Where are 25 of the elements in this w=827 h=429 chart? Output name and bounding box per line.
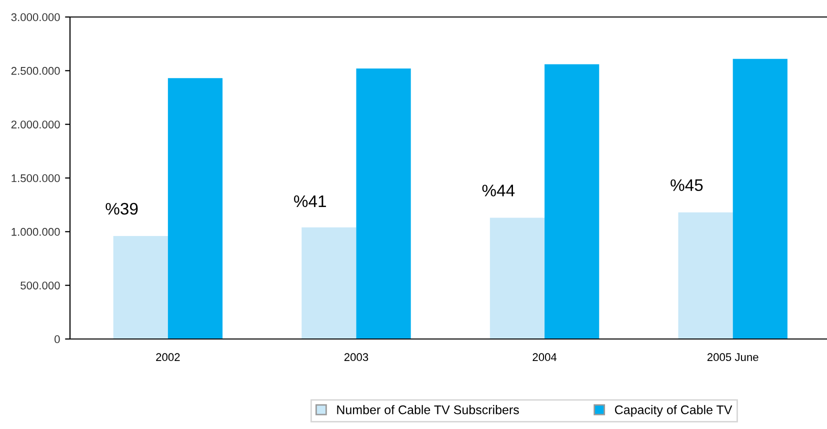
annotation: %44 bbox=[482, 184, 515, 196]
y-tick-label: 1.500.000 bbox=[12, 174, 60, 182]
y-tick-label: 2.000.000 bbox=[11, 120, 60, 128]
bar bbox=[356, 68, 411, 339]
y-tick-label: 1.000.000 bbox=[12, 228, 60, 236]
x-tick-label: 2004 bbox=[532, 353, 557, 362]
y-tick-label: 3.000.000 bbox=[11, 13, 60, 22]
y-tick-label: 0 bbox=[54, 335, 60, 344]
x-tick-label: 2003 bbox=[344, 353, 368, 362]
x-tick-label: 2005 June bbox=[707, 353, 758, 362]
annotation: %45 bbox=[670, 179, 703, 192]
y-tick-label: 500.000 bbox=[20, 282, 60, 290]
annotation: %41 bbox=[294, 195, 326, 208]
legend-label: Capacity of Cable TV bbox=[614, 405, 732, 417]
x-tick-label: 2002 bbox=[156, 353, 180, 362]
bar bbox=[168, 78, 223, 339]
annotation: %39 bbox=[106, 202, 138, 215]
bar bbox=[490, 218, 545, 339]
y-tick-label: 2.500.000 bbox=[11, 66, 60, 75]
legend-label: Number of Cable TV Subscribers bbox=[337, 405, 519, 414]
bar bbox=[302, 227, 356, 339]
bar bbox=[544, 64, 600, 339]
bar bbox=[732, 58, 788, 339]
bar bbox=[113, 236, 168, 339]
bar bbox=[678, 212, 733, 339]
